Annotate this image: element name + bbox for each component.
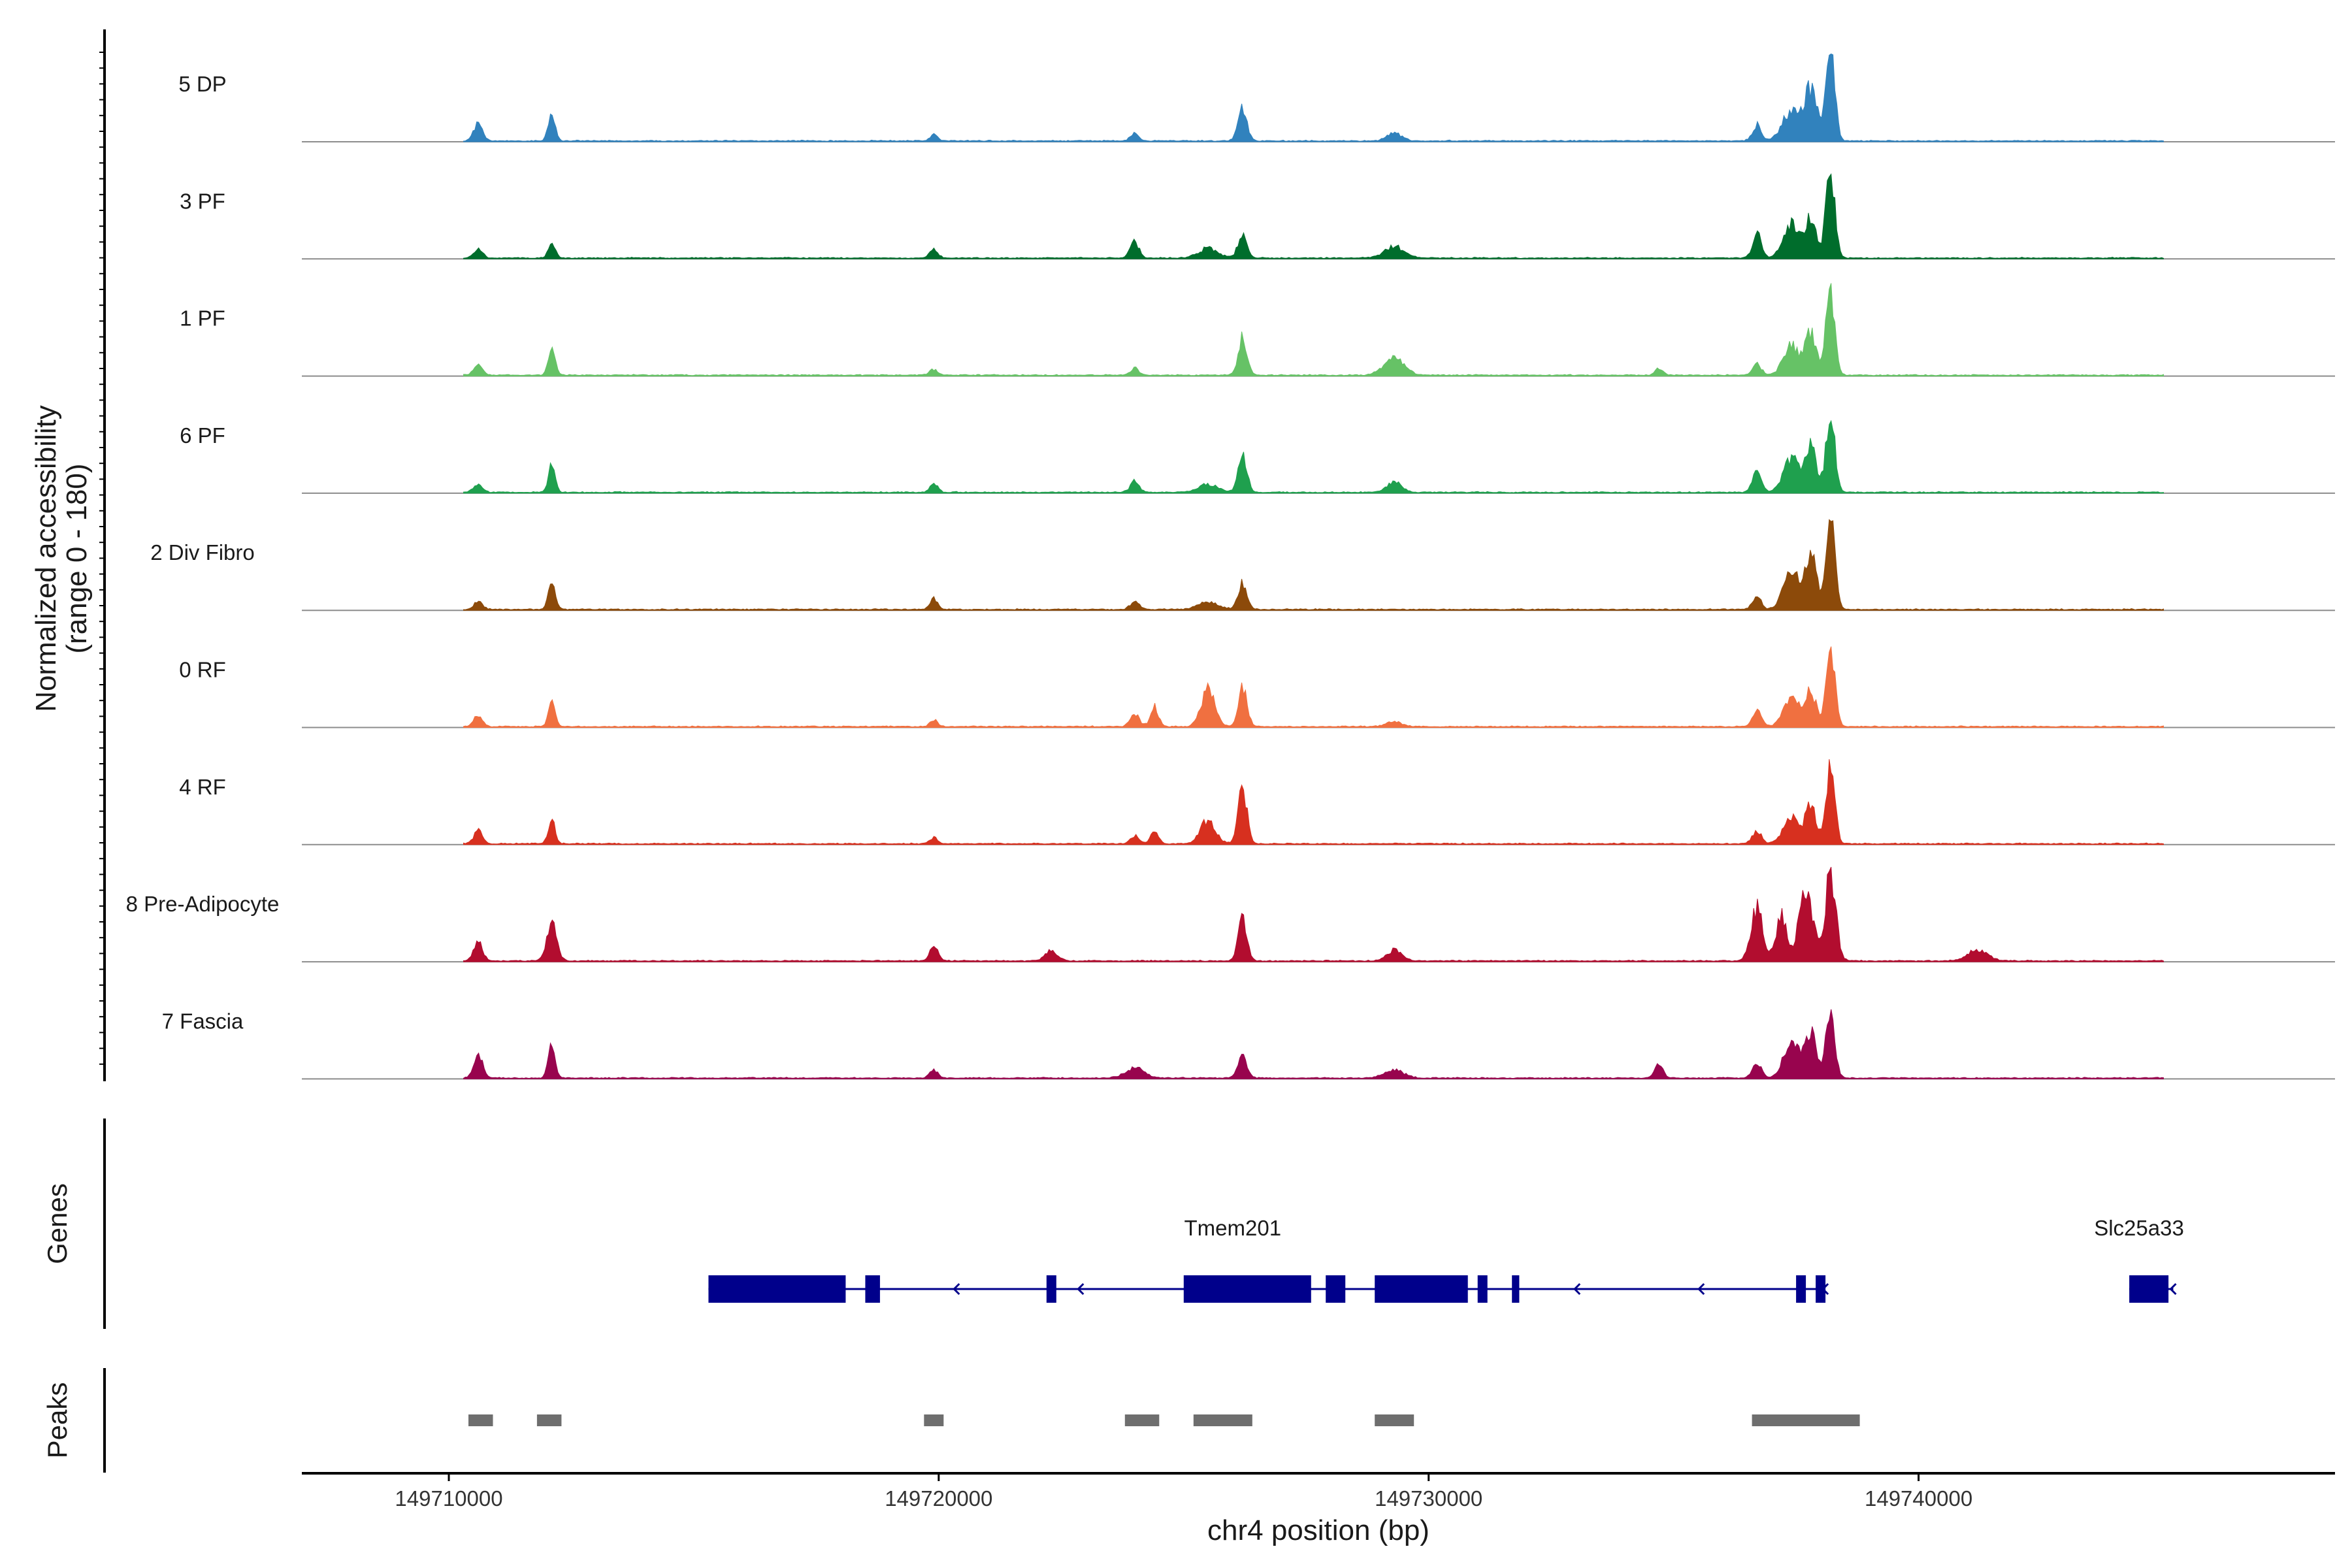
coverage-area [463,519,2164,611]
y-axis-title-line2: (range 0 - 180) [61,463,93,653]
x-tick-label: 149720000 [885,1486,992,1511]
coverage-area [463,866,2164,962]
track-label: 4 RF [179,775,226,799]
y-axis-title-line1: Normalized accessibility [30,405,62,711]
gene-exon [708,1275,846,1303]
gene-exon [1326,1275,1346,1303]
track-label: 1 PF [180,306,225,331]
gene-exon [1512,1275,1520,1303]
track-label: 5 DP [178,72,226,96]
track-7-fascia: 7 Fascia [162,1009,2335,1080]
track-6-pf: 6 PF [180,419,2335,494]
track-label: 2 Div Fibro [150,540,255,564]
track-label: 6 PF [180,423,225,448]
peak-region [1375,1414,1414,1426]
peak-region [924,1414,944,1426]
coverage-area [463,646,2164,728]
gene-label: Slc25a33 [2094,1216,2184,1240]
left-axes: Normalized accessibility (range 0 - 180)… [30,29,106,1473]
track-label: 7 Fascia [162,1009,244,1033]
gene-exon [1183,1275,1311,1303]
track-label: 0 RF [179,658,226,682]
x-tick-label: 149730000 [1375,1486,1482,1511]
gene-annotation-track: Tmem201 Slc25a33 [708,1216,2184,1303]
gene-tmem201: Tmem201 [708,1216,1829,1303]
peak-region [1193,1414,1252,1426]
track-5-dp: 5 DP [178,53,2335,142]
track-label: 3 PF [180,189,225,213]
track-8-pre-adipocyte: 8 Pre-Adipocyte [126,866,2335,963]
gene-exon [1375,1275,1468,1303]
track-4-rf: 4 RF [179,759,2335,845]
coverage-area [463,173,2164,259]
peak-region [1752,1414,1860,1426]
coverage-area [463,53,2164,142]
coverage-area [463,283,2164,377]
peak-region [468,1414,493,1426]
track-2-div-fibro: 2 Div Fibro [150,519,2335,612]
gene-exon [1816,1275,1826,1303]
gene-exon [2129,1275,2169,1303]
peak-annotation-track [468,1414,1860,1426]
peak-region [536,1414,562,1426]
gene-exon [1477,1275,1488,1303]
peak-region [1124,1414,1160,1426]
x-axis: chr4 position (bp) 149710000 149720000 149… [302,1472,2335,1546]
coverage-area [463,1009,2164,1079]
coverage-y-ticks [99,52,105,1065]
gene-exon [1046,1275,1056,1303]
peaks-title: Peaks [42,1382,73,1459]
x-axis-title: chr4 position (bp) [1207,1514,1429,1546]
coverage-tracks: 5 DP 3 PF 1 PF 6 PF 2 Div Fibro 0 RF 4 RF 8 Pre… [126,53,2335,1080]
genes-title: Genes [42,1183,73,1264]
x-tick-label: 149710000 [395,1486,502,1511]
gene-exon [1796,1275,1806,1303]
gene-exon [865,1275,880,1303]
gene-slc25a33: Slc25a33 [2094,1216,2184,1303]
track-1-pf: 1 PF [180,283,2335,377]
coverage-area [463,419,2164,494]
track-0-rf: 0 RF [179,646,2335,728]
gene-label: Tmem201 [1184,1216,1282,1240]
track-label: 8 Pre-Adipocyte [126,892,280,916]
coverage-area [463,759,2164,845]
x-tick-label: 149740000 [1865,1486,1972,1511]
track-3-pf: 3 PF [180,173,2335,260]
